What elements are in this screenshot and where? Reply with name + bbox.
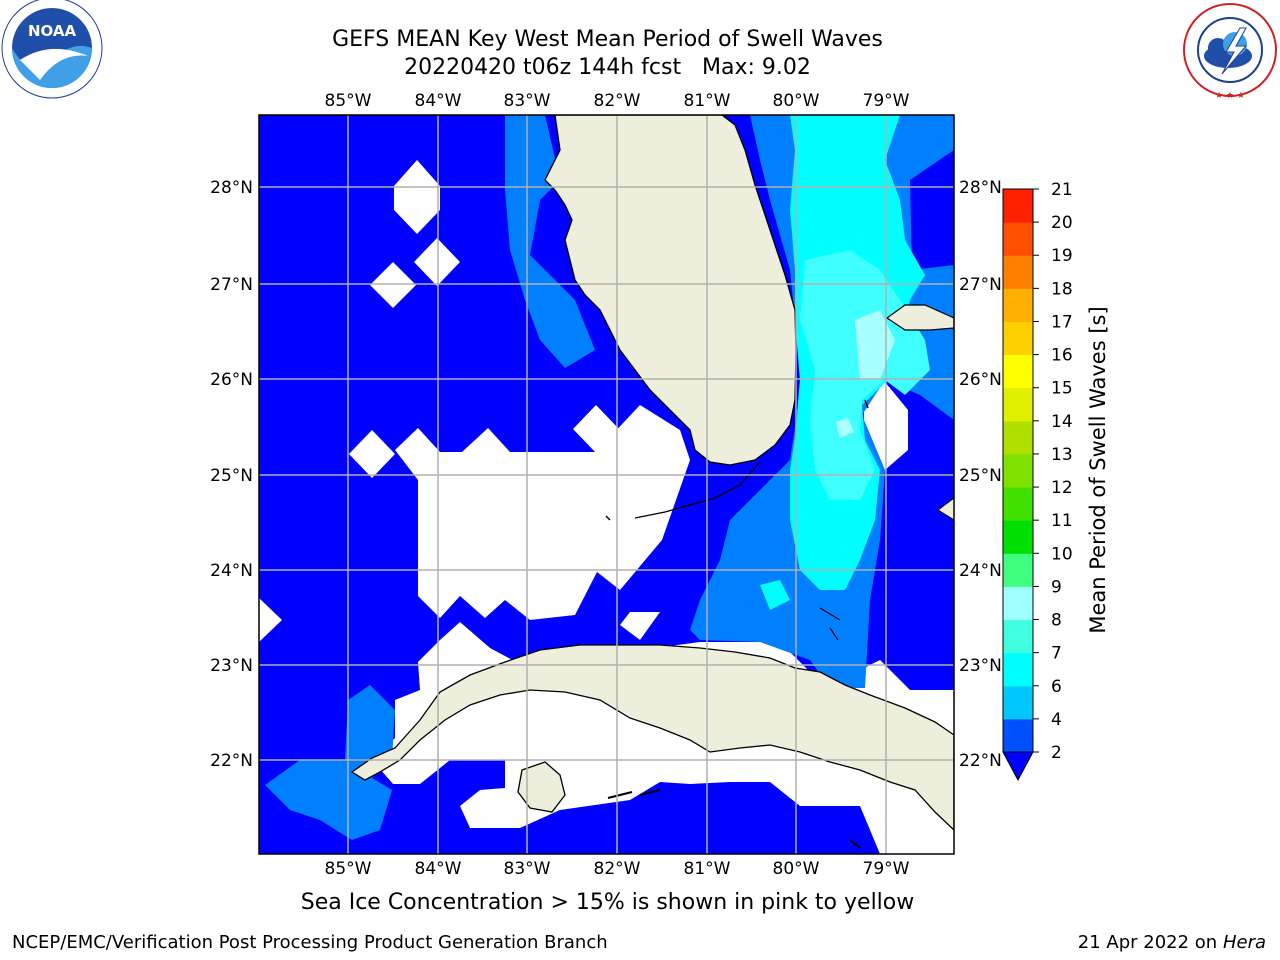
lat-label-right: 26°N <box>959 370 1002 390</box>
colorbar-tick-label: 16 <box>1051 346 1073 366</box>
colorbar-segment <box>1003 619 1033 654</box>
lon-label-bottom: 80°W <box>773 859 820 879</box>
lon-label-top: 81°W <box>684 91 731 111</box>
map-frame <box>258 114 955 855</box>
lon-label-top: 80°W <box>773 91 820 111</box>
lat-label-left: 23°N <box>210 656 253 676</box>
florida-keys <box>634 461 761 519</box>
colorbar-segment <box>1003 586 1033 621</box>
colorbar-segment <box>1003 487 1033 521</box>
lon-label-top: 84°W <box>415 91 462 111</box>
title-line-2: 20220420 t06z 144h fcst Max: 9.02 <box>404 55 811 80</box>
lat-label-right: 28°N <box>959 178 1002 198</box>
colorbar-tick-label: 17 <box>1051 312 1073 332</box>
colorbar-tick-label: 10 <box>1051 544 1073 564</box>
lat-label-left: 22°N <box>210 751 253 771</box>
lat-label-right: 27°N <box>959 275 1002 295</box>
colorbar-extend-arrow <box>1002 751 1034 782</box>
colorbar-tick-label: 18 <box>1051 279 1073 299</box>
colorbar-tick-label: 14 <box>1051 412 1073 432</box>
map-gridlines <box>259 115 954 854</box>
credit-right: 21 Apr 2022 on Hera <box>1078 932 1266 953</box>
credit-left: NCEP/EMC/Verification Post Processing Pr… <box>12 932 608 953</box>
lon-label-bottom: 81°W <box>684 859 731 879</box>
credit-host: Hera <box>1222 932 1266 953</box>
lon-label-top: 85°W <box>325 91 372 111</box>
bahamas-land <box>885 304 954 331</box>
lon-label-top: 79°W <box>863 91 910 111</box>
colorbar-tick-label: 4 <box>1051 710 1062 730</box>
colorbar-segment <box>1003 387 1033 422</box>
colorbar-segment <box>1003 685 1033 720</box>
credit-date: 21 Apr 2022 on <box>1077 932 1223 953</box>
colorbar-tick-label: 2 <box>1051 743 1062 763</box>
title-line-1: GEFS MEAN Key West Mean Period of Swell … <box>332 27 883 52</box>
colorbar-segment <box>1003 553 1033 587</box>
colorbar-tick-label: 12 <box>1051 478 1073 498</box>
colorbar-segment <box>1003 520 1033 554</box>
lon-label-top: 82°W <box>594 91 641 111</box>
lon-label-bottom: 82°W <box>594 859 641 879</box>
colorbar-tick-label: 6 <box>1051 677 1062 697</box>
colorbar-segment <box>1003 420 1033 455</box>
lat-label-left: 24°N <box>210 561 253 581</box>
colorbar-tick-label: 21 <box>1051 180 1073 200</box>
colorbar-segment <box>1003 222 1033 256</box>
colorbar-outline <box>1002 188 1034 753</box>
lat-label-right: 23°N <box>959 656 1002 676</box>
ocean-level-8-9 <box>836 310 895 438</box>
colorbar-segment <box>1003 718 1033 753</box>
lat-label-right: 25°N <box>959 466 1002 486</box>
colorbar-segment <box>1003 255 1033 289</box>
colorbar-tick-label: 15 <box>1051 379 1073 399</box>
colorbar-segment <box>1003 354 1033 389</box>
lon-label-bottom: 79°W <box>863 859 910 879</box>
colorbar-tick-label: 20 <box>1051 213 1073 233</box>
lat-label-left: 25°N <box>210 466 253 486</box>
lat-label-left: 28°N <box>210 178 253 198</box>
lat-label-left: 27°N <box>210 275 253 295</box>
lat-label-right: 24°N <box>959 561 1002 581</box>
colorbar-segment <box>1003 189 1033 223</box>
colorbar-tick-label: 8 <box>1051 611 1062 631</box>
colorbar-segment <box>1003 321 1033 356</box>
nws-logo-icon: ★ ★ ★ <box>1183 3 1277 101</box>
colorbar-tick-label: 9 <box>1051 577 1062 597</box>
sea-ice-note: Sea Ice Concentration > 15% is shown in … <box>300 890 915 915</box>
chart-title: GEFS MEAN Key West Mean Period of Swell … <box>260 26 955 82</box>
colorbar-segment <box>1003 288 1033 322</box>
lat-label-right: 22°N <box>959 751 1002 771</box>
svg-text:★ ★ ★: ★ ★ ★ <box>1215 91 1245 101</box>
colorbar-segment <box>1003 652 1033 687</box>
lon-label-bottom: 84°W <box>415 859 462 879</box>
lon-label-top: 83°W <box>504 91 551 111</box>
lon-label-bottom: 83°W <box>504 859 551 879</box>
florida-land <box>544 115 797 466</box>
colorbar-tick-label: 7 <box>1051 644 1062 664</box>
colorbar-tick-label: 13 <box>1051 445 1073 465</box>
colorbar: 2 4 6 7 8 9 10 11 12 13 14 15 16 17 18 19 20 21 <box>1002 180 1073 782</box>
cuba-land <box>350 644 954 831</box>
noaa-logo-icon: NOAA <box>1 0 103 99</box>
colorbar-tick-label: 11 <box>1051 511 1073 531</box>
lon-label-bottom: 85°W <box>325 859 372 879</box>
colorbar-title: Mean Period of Swell Waves [s] <box>1086 306 1110 633</box>
isle-of-youth <box>517 761 566 813</box>
colorbar-tick-label: 19 <box>1051 246 1073 266</box>
lat-label-left: 26°N <box>210 370 253 390</box>
colorbar-segment <box>1003 453 1033 488</box>
svg-text:NOAA: NOAA <box>28 22 77 40</box>
